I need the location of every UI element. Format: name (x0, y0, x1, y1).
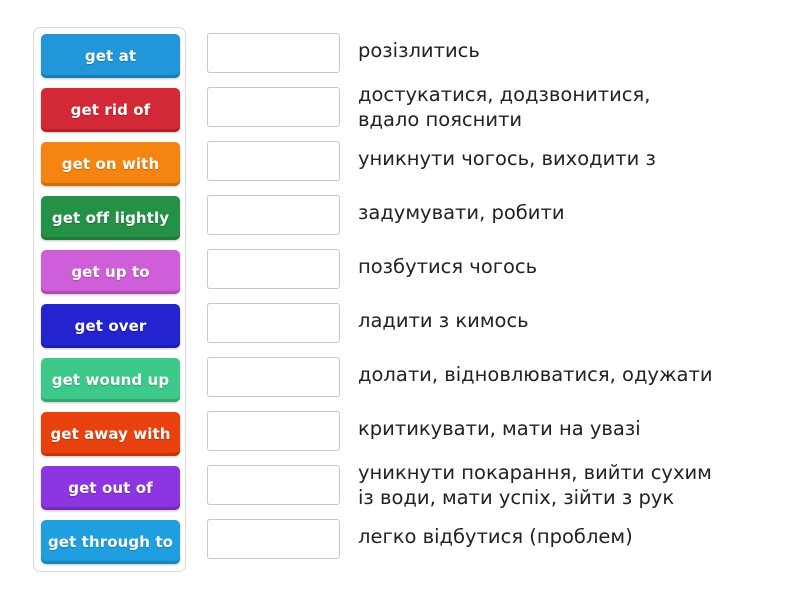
tile-label: get out of (68, 478, 153, 497)
answer-drop-box[interactable] (207, 87, 340, 127)
tile-get-through-to[interactable]: get through to (41, 520, 180, 564)
answer-row: легко відбутися (проблем) (207, 514, 787, 568)
answer-drop-box[interactable] (207, 465, 340, 505)
answer-drop-box[interactable] (207, 249, 340, 289)
tile-label: get on with (61, 154, 160, 173)
answer-drop-box[interactable] (207, 33, 340, 73)
definition-text: легко відбутися (проблем) (358, 525, 633, 548)
tile-get-out-of[interactable]: get out of (41, 466, 180, 510)
tile-get-off-lightly[interactable]: get off lightly (41, 196, 180, 240)
definition-text: критикувати, мати на увазі (358, 417, 641, 440)
answer-row: достукатися, додзвонитися, вдало пояснит… (207, 82, 787, 136)
definition-text: уникнути чогось, виходити з (358, 147, 656, 170)
tile-label: get up to (71, 262, 150, 281)
definition-text: ладити з кимось (358, 309, 529, 332)
answer-row: уникнути покарання, вийти сухим із води,… (207, 460, 787, 514)
answer-row: задумувати, робити (207, 190, 787, 244)
answer-row: позбутися чогось (207, 244, 787, 298)
tile-get-on-with[interactable]: get on with (41, 142, 180, 186)
answer-row: розізлитись (207, 28, 787, 82)
definition-text: уникнути покарання, вийти сухим із води,… (358, 461, 712, 509)
answer-drop-box[interactable] (207, 303, 340, 343)
answer-drop-box[interactable] (207, 357, 340, 397)
tile-label: get off lightly (51, 208, 170, 227)
answer-row: долати, відновлюватися, одужати (207, 352, 787, 406)
draggable-tiles-panel: get at get rid of get on with get off light… (33, 27, 186, 572)
answer-rows-list: розізлитись достукатися, додзвонитися, вд… (207, 28, 787, 568)
tile-label: get through to (47, 532, 174, 551)
answer-drop-box[interactable] (207, 519, 340, 559)
definition-text: достукатися, додзвонитися, вдало пояснит… (358, 83, 651, 131)
tile-get-away-with[interactable]: get away with (41, 412, 180, 456)
answer-drop-box[interactable] (207, 195, 340, 235)
answer-row: критикувати, мати на увазі (207, 406, 787, 460)
tile-get-rid-of[interactable]: get rid of (41, 88, 180, 132)
tile-get-up-to[interactable]: get up to (41, 250, 180, 294)
tile-label: get wound up (51, 370, 170, 389)
answer-drop-box[interactable] (207, 141, 340, 181)
definition-text: долати, відновлюватися, одужати (358, 363, 713, 386)
definition-text: розізлитись (358, 39, 480, 62)
definition-text: позбутися чогось (358, 255, 538, 278)
tile-label: get away with (50, 424, 171, 443)
definition-text: задумувати, робити (358, 201, 565, 224)
answer-row: уникнути чогось, виходити з (207, 136, 787, 190)
answer-row: ладити з кимось (207, 298, 787, 352)
tile-label: get rid of (70, 100, 151, 119)
tile-label: get over (74, 316, 147, 335)
tile-get-wound-up[interactable]: get wound up (41, 358, 180, 402)
tile-get-over[interactable]: get over (41, 304, 180, 348)
answer-drop-box[interactable] (207, 411, 340, 451)
tile-get-at[interactable]: get at (41, 34, 180, 78)
tile-label: get at (84, 46, 137, 65)
